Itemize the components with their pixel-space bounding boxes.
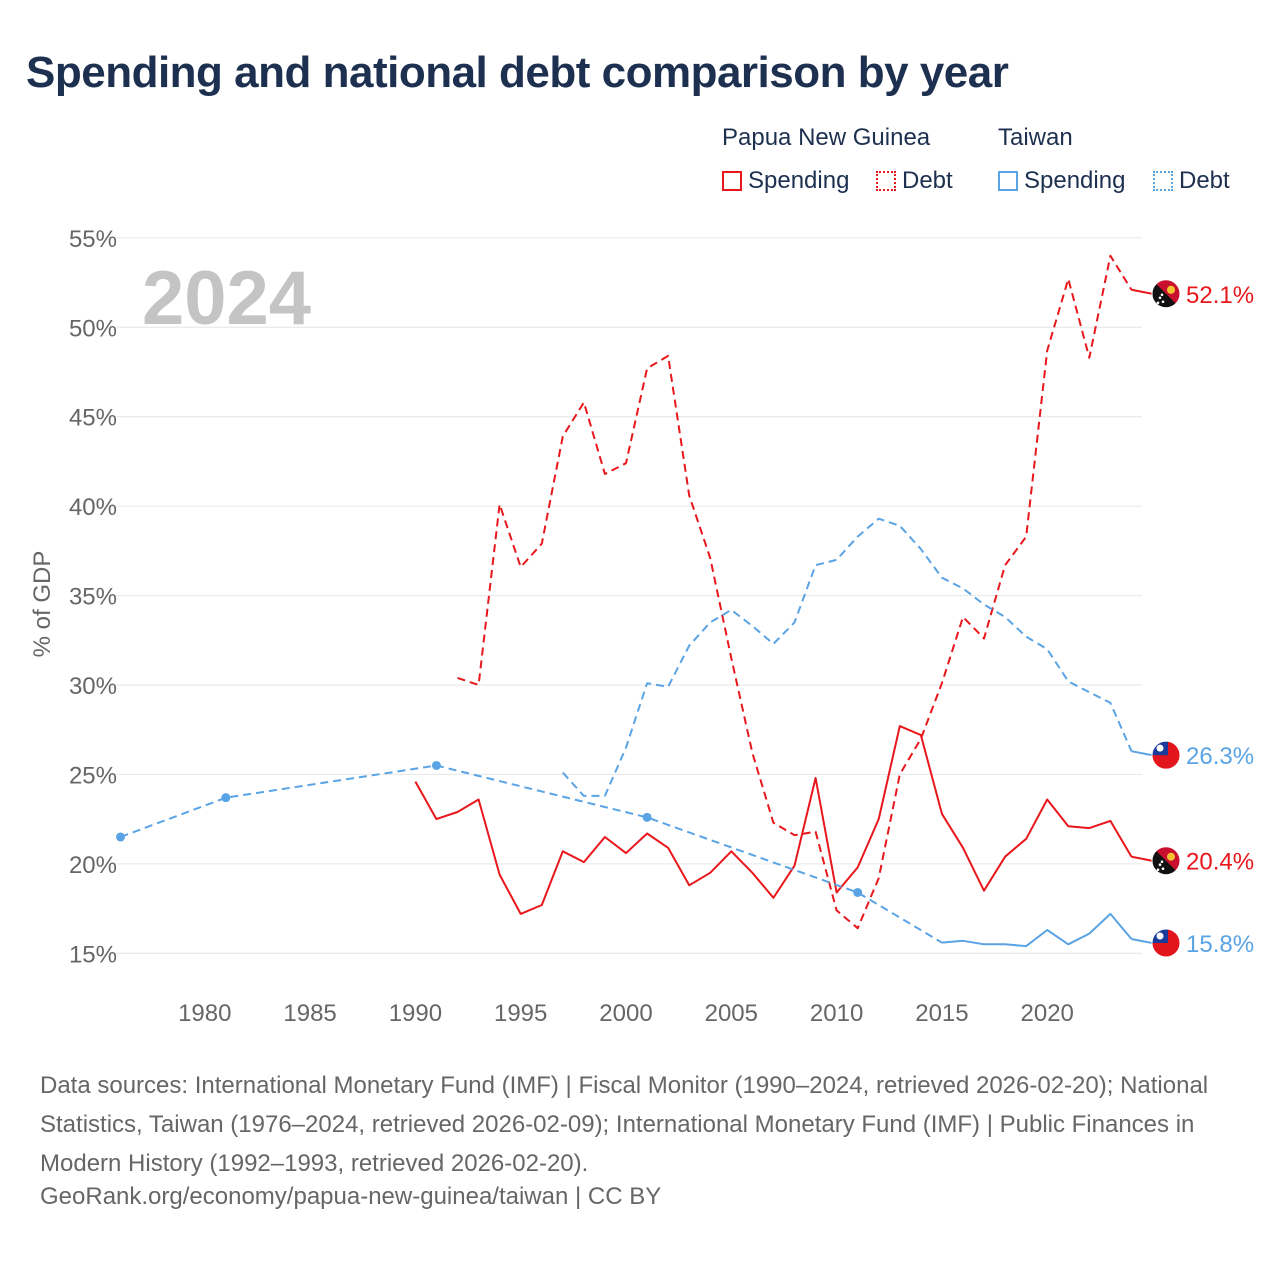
taiwan-flag-icon [1151, 740, 1181, 770]
series-line-1 [414, 725, 1133, 915]
legend-tw-debt-label: Debt [1179, 167, 1230, 194]
legend-png-debt-label: Debt [902, 167, 953, 194]
taiwan-flag-icon [1151, 928, 1181, 958]
y-tick-label: 40% [69, 494, 117, 521]
end-value-label: 15.8% [1186, 931, 1254, 958]
y-tick-label: 15% [69, 941, 117, 968]
y-tick-label: 20% [69, 852, 117, 879]
legend-tw-spending-label: Spending [1024, 167, 1126, 194]
series-point [431, 760, 441, 770]
legend-png-debt-swatch [876, 171, 896, 191]
end-value-label: 52.1% [1186, 282, 1254, 309]
end-connector [1131, 855, 1153, 862]
y-tick-label: 45% [69, 405, 117, 432]
legend-png-spending[interactable]: Spending [722, 165, 849, 197]
data-sources: Data sources: International Monetary Fun… [40, 1072, 1209, 1177]
end-value-label: 26.3% [1186, 743, 1254, 770]
year-watermark: 2024 [142, 256, 311, 341]
legend-group-papua-new-guinea: Papua New Guinea [722, 124, 931, 151]
chart-plot: 2024 15%20%25%30%35%40%45%50%55% 1980 198… [29, 226, 1254, 1027]
x-tick-label: 1985 [283, 1000, 336, 1027]
x-tick-label: 2010 [810, 1000, 863, 1027]
series-point [853, 887, 863, 897]
legend-tw-debt-swatch [1153, 171, 1173, 191]
y-axis: 15% 20% 25% 30% 35% 40% 45% 50% 55% [69, 226, 117, 968]
legend-group-taiwan: Taiwan [998, 124, 1073, 151]
end-markers: 52.1% 20.4% 26.3% 15.8% [1131, 279, 1254, 958]
x-tick-label: 1980 [178, 1000, 231, 1027]
series-point [221, 793, 231, 803]
x-tick-label: 2015 [915, 1000, 968, 1027]
papua-new-guinea-flag-icon [1151, 846, 1181, 876]
y-tick-label: 55% [69, 226, 117, 253]
end-value-label: 20.4% [1186, 849, 1254, 876]
series-line-3 [120, 764, 943, 944]
end-connector [1131, 937, 1153, 944]
credit-link[interactable]: GeoRank.org/economy/papua-new-guinea/tai… [40, 1183, 662, 1210]
legend-png-spending-swatch [722, 171, 742, 191]
legend-tw-debt[interactable]: Debt [1153, 165, 1230, 197]
x-tick-label: 2000 [599, 1000, 652, 1027]
y-tick-label: 50% [69, 315, 117, 342]
series-line-4 [941, 912, 1133, 948]
papua-new-guinea-flag-icon [1151, 279, 1181, 309]
series-line-2 [562, 517, 1133, 797]
series-point [642, 812, 652, 822]
series-lines [116, 254, 1133, 948]
end-connector [1131, 750, 1153, 757]
x-axis: 1980 1985 1990 1995 2000 2005 2010 2015 2020 [178, 1000, 1074, 1027]
y-axis-title: % of GDP [29, 551, 56, 658]
x-tick-label: 1995 [494, 1000, 547, 1027]
x-tick-label: 1990 [389, 1000, 442, 1027]
legend-png-debt[interactable]: Debt [876, 165, 953, 197]
legend-tw-spending[interactable]: Spending [998, 165, 1125, 197]
series-line-0 [457, 254, 1133, 930]
end-connector [1131, 288, 1153, 295]
y-tick-label: 25% [69, 762, 117, 789]
legend-png-spending-label: Spending [748, 167, 850, 194]
chart-title: Spending and national debt comparison by… [26, 48, 1009, 97]
x-tick-label: 2020 [1021, 1000, 1074, 1027]
legend-tw-spending-swatch [998, 171, 1018, 191]
y-tick-label: 30% [69, 673, 117, 700]
y-tick-label: 35% [69, 584, 117, 611]
grid-lines [110, 237, 1142, 954]
series-point [116, 832, 126, 842]
x-tick-label: 2005 [705, 1000, 758, 1027]
